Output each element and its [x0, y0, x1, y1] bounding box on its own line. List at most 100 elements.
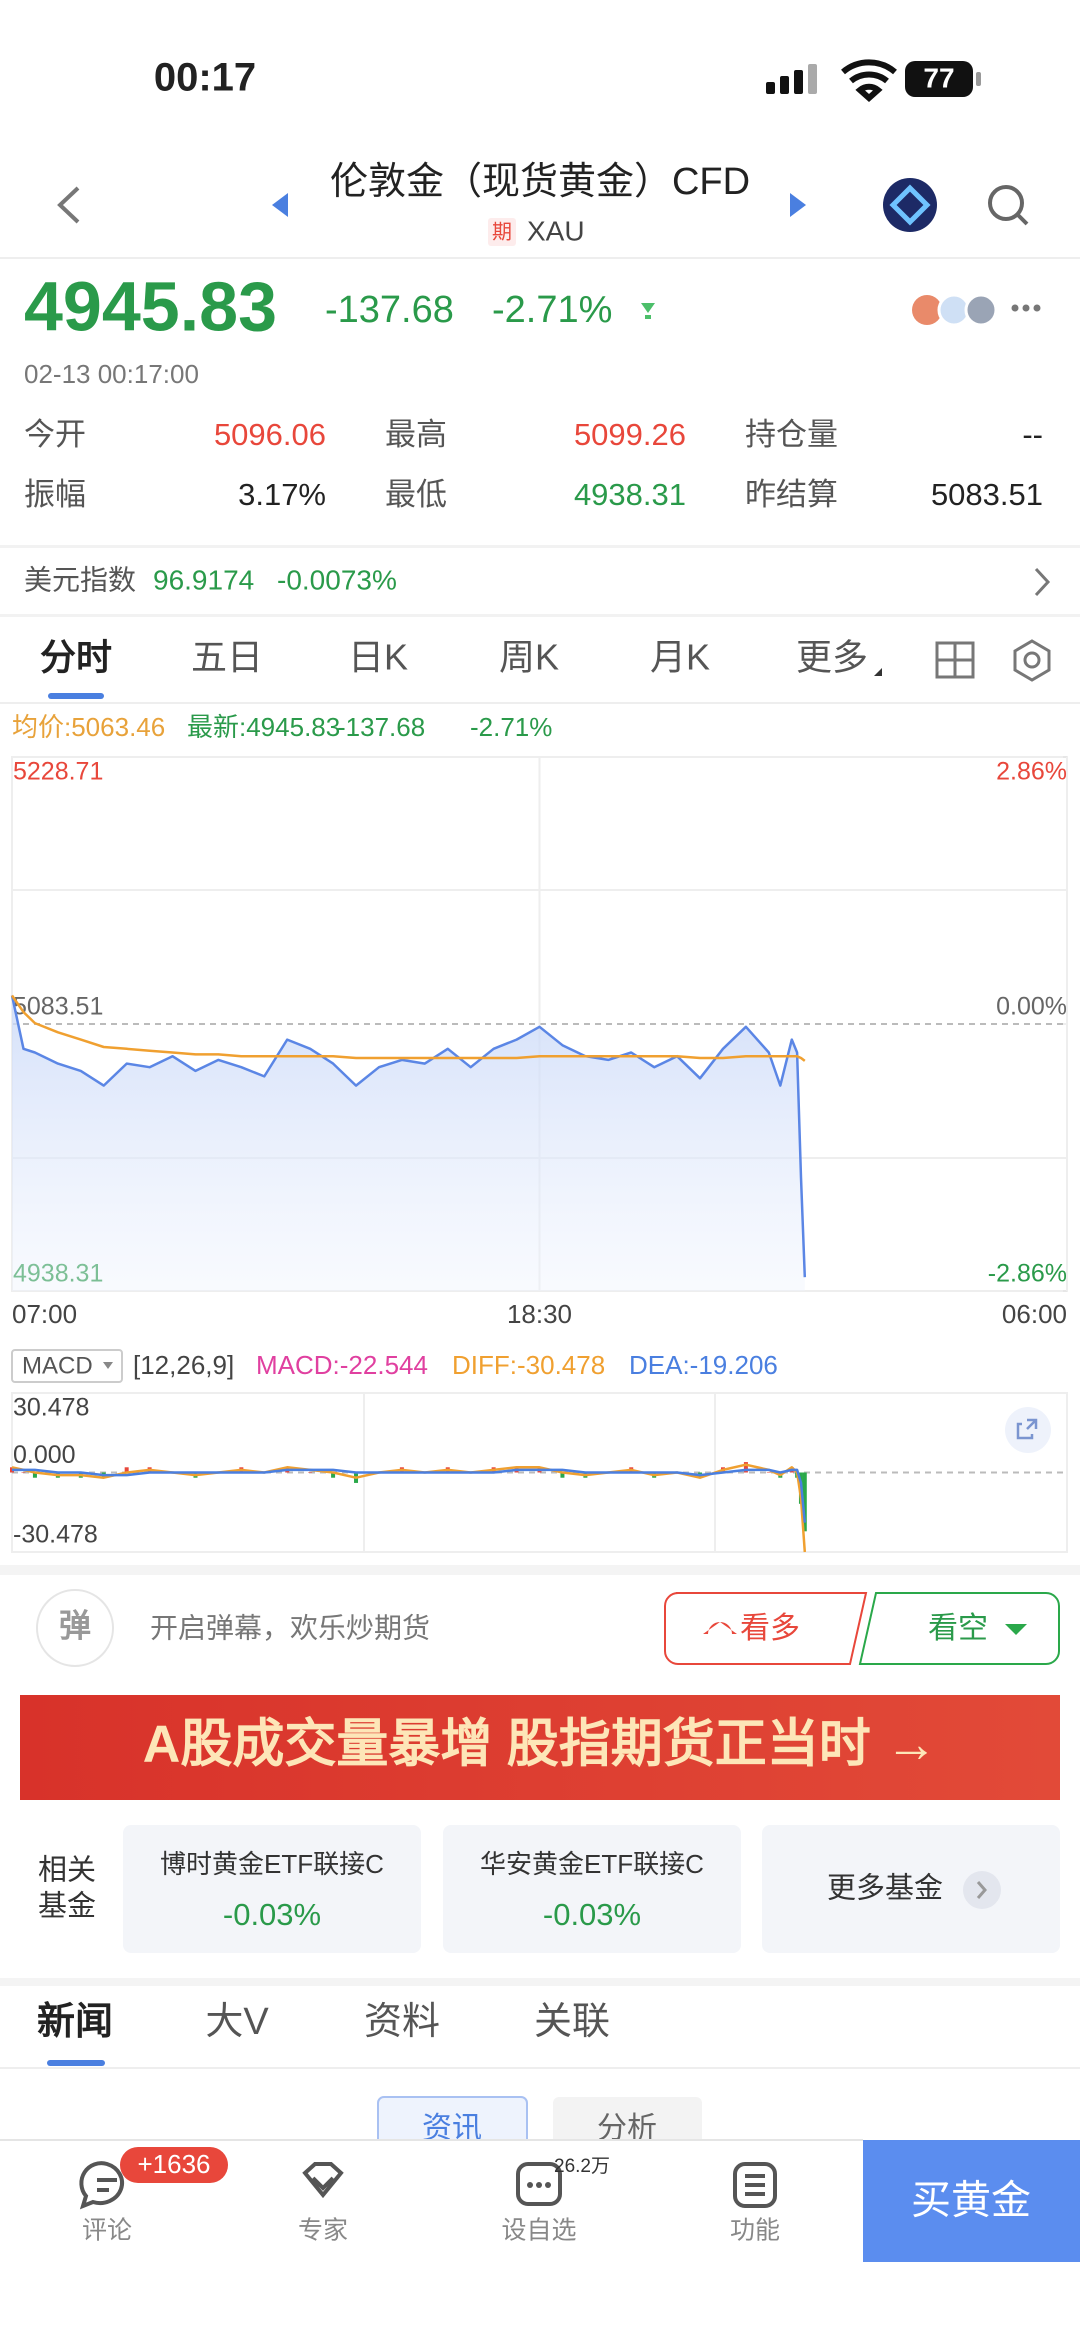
series-line [11, 1463, 807, 1553]
chart-tab[interactable]: 五日 [191, 637, 263, 678]
danmaku-toggle[interactable] [36, 1589, 114, 1667]
banner[interactable] [20, 1695, 1060, 1800]
back-button[interactable] [57, 186, 80, 224]
average-price: 均价:5063.46 [12, 712, 165, 742]
chart-tab[interactable]: 周K [499, 637, 559, 678]
banner-text: A股成交量暴增 股指期货正当时 → [143, 1716, 937, 1774]
macd-bar [766, 1472, 771, 1473]
price-change: -137.68 [325, 289, 454, 331]
badge-count: +1636 [137, 2149, 210, 2179]
fund-card[interactable] [123, 1825, 421, 1953]
nav-item[interactable]: 评论 [82, 2217, 132, 2245]
battery-icon [905, 61, 973, 97]
news-tab[interactable]: 关联 [534, 2001, 610, 2043]
signal-icon [766, 64, 817, 94]
index-chevron[interactable] [1034, 567, 1051, 597]
status-time: 00:17 [154, 56, 256, 100]
stat-label: 最低 [385, 477, 447, 512]
last-price: 4945.83 [24, 267, 277, 345]
search-button[interactable] [988, 185, 1024, 221]
macd-bar [560, 1472, 565, 1478]
nav-item[interactable]: 专家 [298, 2217, 348, 2245]
chart-tab[interactable]: 更多 [796, 637, 868, 678]
stat-label: 最高 [385, 417, 447, 452]
dropdown-mark [103, 1362, 113, 1369]
bear-button[interactable] [858, 1592, 1060, 1665]
y-tick-label: 0.000 [13, 1441, 76, 1469]
more-funds-icon [963, 1871, 1001, 1909]
bull-button[interactable] [664, 1592, 868, 1665]
legend-entry: DEA:-19.206 [629, 1350, 778, 1380]
dropdown-mark [874, 668, 882, 676]
macd-bar [21, 1472, 26, 1473]
fund-change: -0.03% [543, 1897, 641, 1932]
series-line [10, 994, 806, 1062]
stat-label: 振幅 [24, 477, 86, 512]
stat-label: 昨结算 [745, 477, 838, 512]
indicator-params: [12,26,9] [133, 1350, 234, 1380]
y2-tick-label: -2.86% [988, 1260, 1067, 1288]
y-tick-label: -30.478 [13, 1521, 98, 1549]
y2-tick-label: 2.86% [996, 758, 1067, 786]
stat-value: 5083.51 [931, 477, 1043, 512]
fund-card[interactable] [443, 1825, 741, 1953]
nav-item[interactable]: 功能 [730, 2217, 780, 2245]
news-tab[interactable]: 大V [205, 2001, 269, 2043]
bear-icon [1005, 1624, 1027, 1635]
macd-bar [743, 1462, 748, 1473]
tab-underline [48, 693, 104, 699]
series-line [10, 995, 807, 1278]
stat-value: -- [1022, 417, 1043, 452]
next-button[interactable] [790, 193, 806, 217]
index-name[interactable]: 美元指数 [24, 564, 136, 595]
x-tick-label: 07:00 [12, 1299, 77, 1329]
avatar [912, 295, 942, 325]
avatar [964, 293, 998, 327]
more-button[interactable] [1011, 304, 1041, 312]
bull-label: 看多 [740, 1612, 800, 1645]
macd-bar [32, 1472, 37, 1478]
chart-tab[interactable]: 日K [348, 637, 408, 678]
price-chart: 4938.315083.515228.71-2.86%0.00%2.86%07:… [10, 756, 1068, 1329]
fund-name: 博时黄金ETF联接C [160, 1849, 384, 1879]
legend-entry: DIFF:-30.478 [452, 1350, 605, 1380]
buy-label: 买黄金 [911, 2179, 1031, 2223]
expand-button[interactable] [1005, 1407, 1051, 1453]
down-arrow [641, 303, 655, 319]
y2-tick-label: 0.00% [996, 993, 1067, 1021]
prev-button[interactable] [272, 193, 288, 217]
news-tab[interactable]: 资料 [364, 2001, 440, 2043]
comment-icon [79, 2161, 125, 2210]
bull-icon [703, 1622, 737, 1634]
expand-icon [1016, 1418, 1038, 1440]
divider [0, 545, 1080, 548]
stat-value: 4938.31 [574, 477, 686, 512]
more-funds-card[interactable] [762, 1825, 1060, 1953]
danmaku-hint: 开启弹幕，欢乐炒期货 [150, 1612, 430, 1643]
news-tab[interactable]: 新闻 [37, 2001, 113, 2043]
indicator-select[interactable] [11, 1349, 123, 1383]
ai-button[interactable] [883, 178, 937, 232]
macd-bar [124, 1467, 129, 1473]
buy-button[interactable] [863, 2140, 1080, 2262]
x-tick-label: 06:00 [1002, 1299, 1067, 1329]
layout-button[interactable] [935, 641, 975, 679]
fund-name: 华安黄金ETF联接C [480, 1849, 704, 1879]
divider [0, 614, 1080, 617]
search-handle [1016, 213, 1029, 226]
bear-label: 看空 [928, 1612, 988, 1645]
macd-bar [802, 1472, 807, 1532]
tag-box [488, 218, 516, 246]
danmaku-icon: 弹 [59, 1607, 91, 1643]
function-icon [733, 2162, 777, 2208]
stat-label: 持仓量 [745, 417, 838, 452]
funds-label: 基金 [38, 1890, 96, 1923]
nav-item[interactable]: 设自选 [501, 2217, 576, 2245]
battery-level: 77 [923, 62, 954, 93]
legend-entry: MACD:-22.544 [256, 1350, 428, 1380]
index-change: -0.0073% [277, 564, 397, 595]
settings-button[interactable] [1013, 639, 1051, 682]
chart-tab[interactable]: 分时 [40, 637, 112, 678]
chart-tab[interactable]: 月K [650, 637, 710, 678]
stat-value: 5099.26 [574, 417, 686, 452]
